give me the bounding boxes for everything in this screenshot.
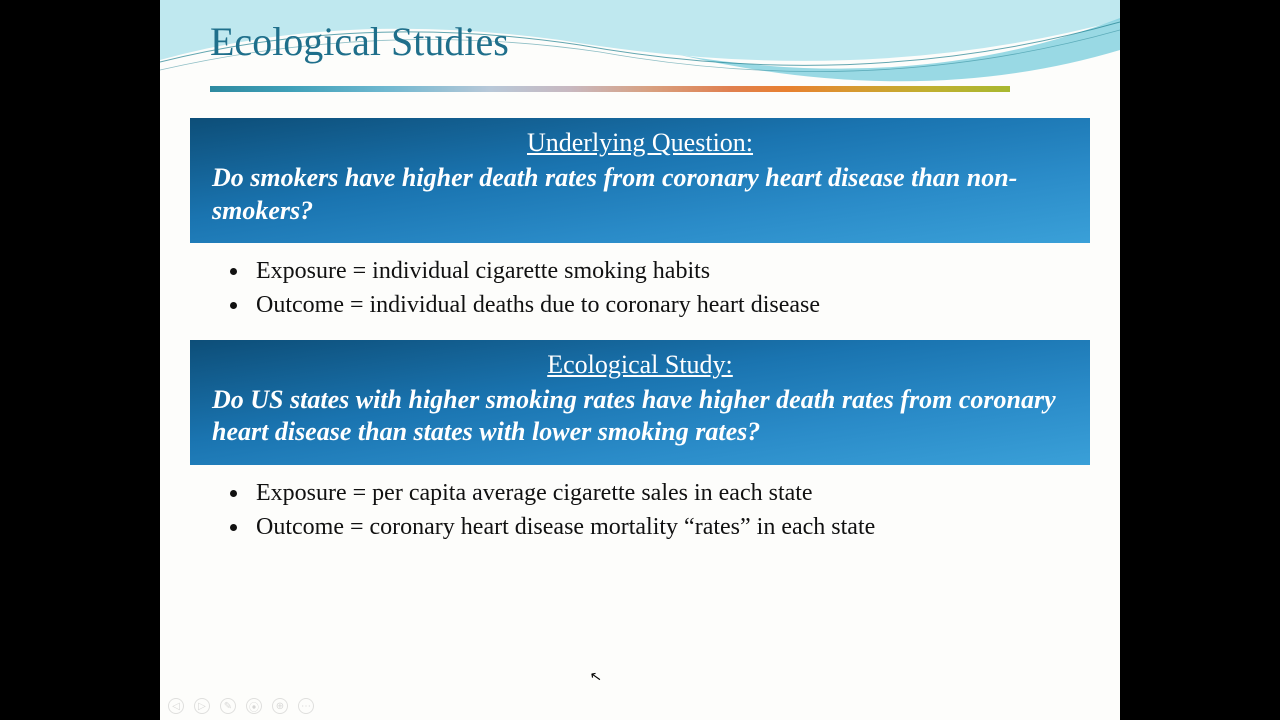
box2-heading: Ecological Study: [212, 350, 1068, 380]
box1-heading: Underlying Question: [212, 128, 1068, 158]
ecological-study-box: Ecological Study: Do US states with high… [190, 340, 1090, 465]
box1-body: Do smokers have higher death rates from … [212, 162, 1068, 227]
list-item: Exposure = individual cigarette smoking … [250, 255, 1090, 287]
see-all-icon[interactable]: ⦿ [246, 698, 262, 714]
slide-content: Underlying Question: Do smokers have hig… [160, 110, 1120, 700]
zoom-icon[interactable]: ⊕ [272, 698, 288, 714]
prev-icon[interactable]: ◁ [168, 698, 184, 714]
list-item: Outcome = coronary heart disease mortali… [250, 511, 1090, 543]
bullets-group-1: Exposure = individual cigarette smoking … [250, 255, 1090, 322]
more-icon[interactable]: ⋯ [298, 698, 314, 714]
list-item: Exposure = per capita average cigarette … [250, 477, 1090, 509]
slide-title: Ecological Studies [210, 18, 509, 65]
slide: Ecological Studies Underlying Question: … [160, 0, 1120, 720]
list-item: Outcome = individual deaths due to coron… [250, 289, 1090, 321]
bullets-group-2: Exposure = per capita average cigarette … [250, 477, 1090, 544]
underlying-question-box: Underlying Question: Do smokers have hig… [190, 118, 1090, 243]
slideshow-controls: ◁ ▷ ✎ ⦿ ⊕ ⋯ [168, 698, 314, 714]
box2-body: Do US states with higher smoking rates h… [212, 384, 1068, 449]
next-icon[interactable]: ▷ [194, 698, 210, 714]
pen-icon[interactable]: ✎ [220, 698, 236, 714]
title-underline-bar [210, 86, 1010, 92]
